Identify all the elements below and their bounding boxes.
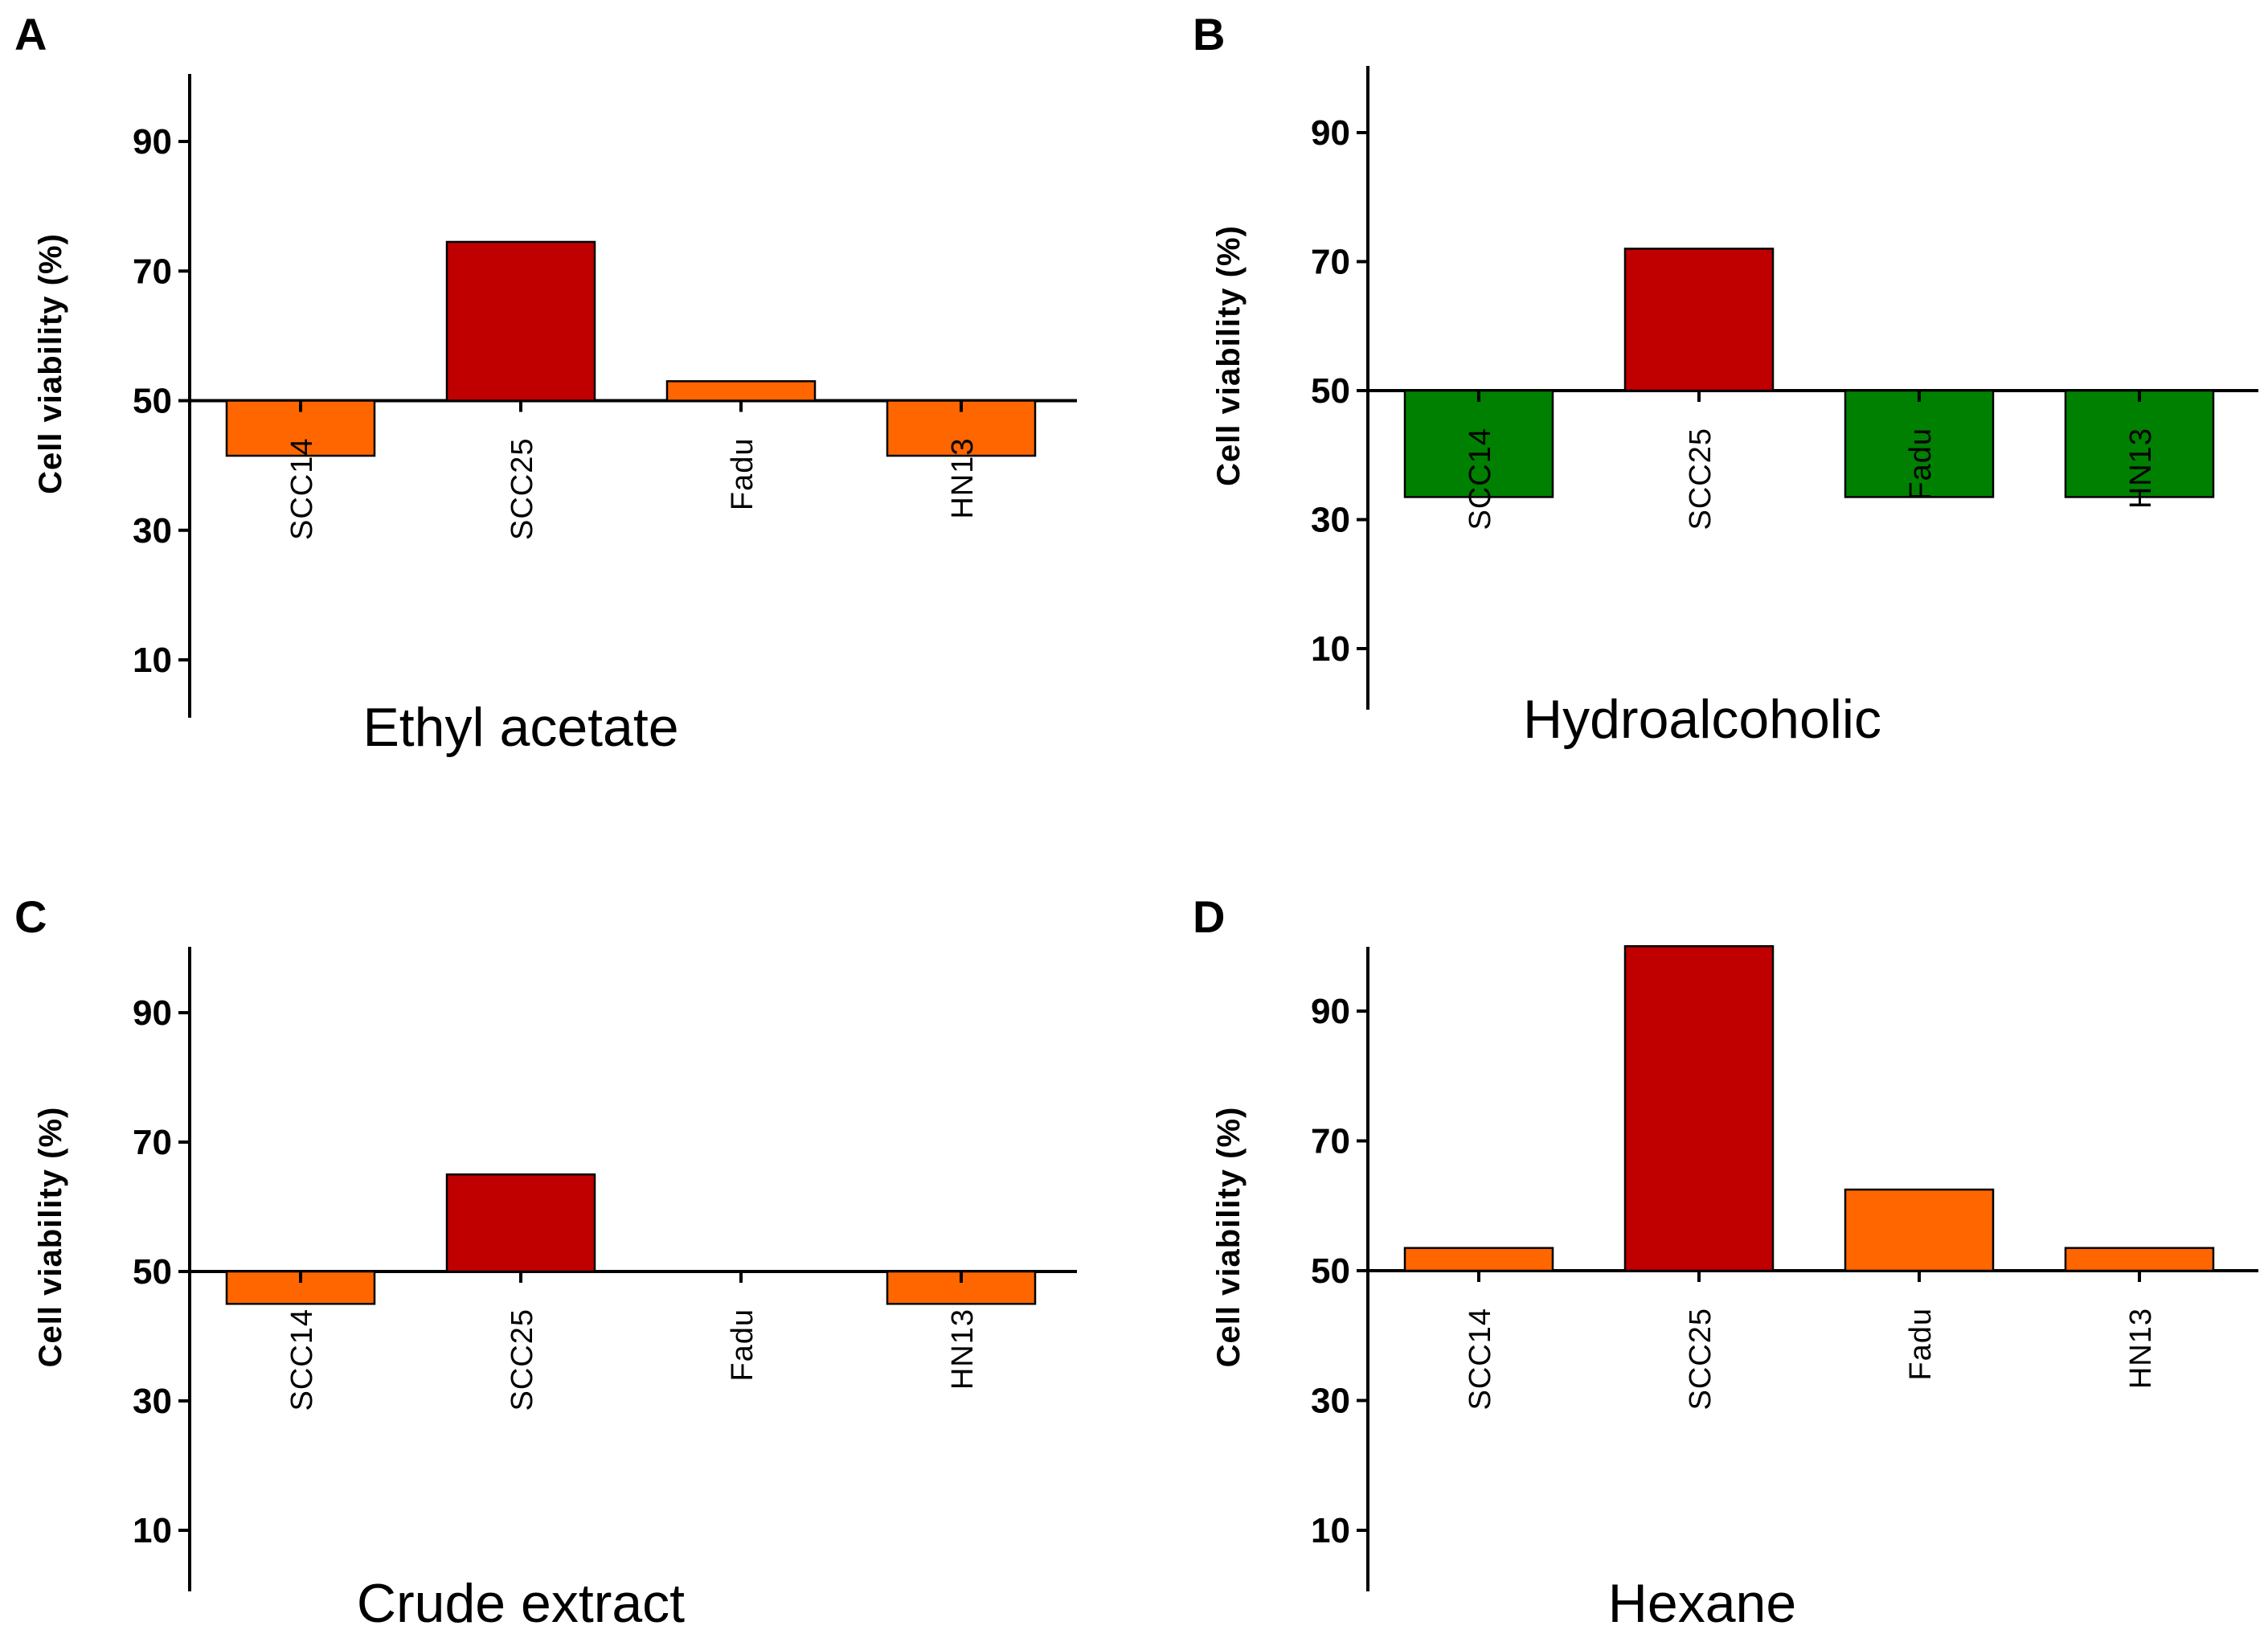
- panel-d-bar-scc25: [1623, 945, 1775, 1272]
- panel-c-ytick-label-30: 30: [133, 1382, 172, 1421]
- panel-c-category-label-scc14: SCC14: [285, 1308, 319, 1411]
- panel-c-title: Crude extract: [357, 1573, 685, 1634]
- panel-a-category-label-fadu: Fadu: [726, 438, 759, 511]
- panel-c-category-label-scc25: SCC25: [506, 1308, 539, 1411]
- panel-b-ytick-label-90: 90: [1311, 113, 1350, 153]
- panel-d-bar-hn13: [2064, 1247, 2215, 1272]
- panel-b-category-label-scc14: SCC14: [1464, 428, 1497, 530]
- panel-b-bar-scc25: [1623, 248, 1775, 392]
- panel-d-bar-fadu: [1844, 1188, 1995, 1272]
- panel-b-category-label-fadu: Fadu: [1904, 428, 1938, 501]
- panel-d-title: Hexane: [1608, 1573, 1796, 1634]
- panel-a-y-axis-label: Cell viability (%): [33, 233, 68, 494]
- panel-b-y-axis-label: Cell viability (%): [1211, 225, 1247, 486]
- panel-c-ytick-label-50: 50: [133, 1252, 172, 1292]
- panel-b-category-label-scc25: SCC25: [1684, 428, 1717, 530]
- panel-d-ytick-label-10: 10: [1311, 1511, 1350, 1550]
- panel-a-category-label-scc25: SCC25: [506, 438, 539, 541]
- panel-a-ytick-label-30: 30: [133, 511, 172, 551]
- panel-c-bar-scc25: [445, 1173, 596, 1273]
- panel-d-letter: D: [1193, 891, 1225, 942]
- panel-a-ytick-label-90: 90: [133, 122, 172, 162]
- panel-c-letter: C: [14, 891, 47, 942]
- panel-c-y-axis-label: Cell viability (%): [33, 1107, 68, 1368]
- panel-b-bar-fadu: [1844, 389, 1995, 498]
- panel-b-category-label-hn13: HN13: [2124, 428, 2158, 509]
- panel-b-ytick-label-30: 30: [1311, 501, 1350, 540]
- panel-d-category-label-hn13: HN13: [2124, 1308, 2158, 1389]
- panel-d-category-label-scc14: SCC14: [1464, 1308, 1497, 1411]
- panel-d-ytick-label-30: 30: [1311, 1382, 1350, 1421]
- panel-c-ytick-label-10: 10: [133, 1511, 172, 1550]
- panel-a-bar-fadu: [665, 380, 817, 402]
- panel-a-ytick-label-50: 50: [133, 382, 172, 421]
- panel-d-y-axis-label: Cell viability (%): [1211, 1107, 1247, 1368]
- panel-c-ytick-label-70: 70: [133, 1123, 172, 1162]
- panel-b-letter: B: [1193, 9, 1225, 59]
- panel-a-category-label-scc14: SCC14: [285, 438, 319, 541]
- panel-d-ytick-label-90: 90: [1311, 992, 1350, 1031]
- panel-a-letter: A: [14, 9, 47, 59]
- panel-b-title: Hydroalcoholic: [1523, 689, 1881, 750]
- panel-a-ytick-label-70: 70: [133, 252, 172, 291]
- panel-d-ytick-label-70: 70: [1311, 1122, 1350, 1161]
- panel-b-ytick-label-10: 10: [1311, 629, 1350, 669]
- panel-d-category-label-fadu: Fadu: [1904, 1308, 1938, 1381]
- panel-b-bar-hn13: [2064, 389, 2215, 498]
- panel-a-title: Ethyl acetate: [362, 697, 678, 758]
- panel-a-bar-scc25: [445, 240, 596, 402]
- panel-c-category-label-fadu: Fadu: [726, 1308, 759, 1382]
- panel-a-ytick-label-10: 10: [133, 641, 172, 680]
- panel-d-category-label-scc25: SCC25: [1684, 1308, 1717, 1411]
- panel-d-bar-scc14: [1403, 1247, 1554, 1272]
- panel-c-category-label-hn13: HN13: [946, 1308, 980, 1390]
- panel-b-ytick-label-70: 70: [1311, 243, 1350, 282]
- panel-b-ytick-label-50: 50: [1311, 371, 1350, 411]
- panel-a-category-label-hn13: HN13: [946, 438, 980, 519]
- panel-d-ytick-label-50: 50: [1311, 1251, 1350, 1291]
- panel-c-ytick-label-90: 90: [133, 993, 172, 1033]
